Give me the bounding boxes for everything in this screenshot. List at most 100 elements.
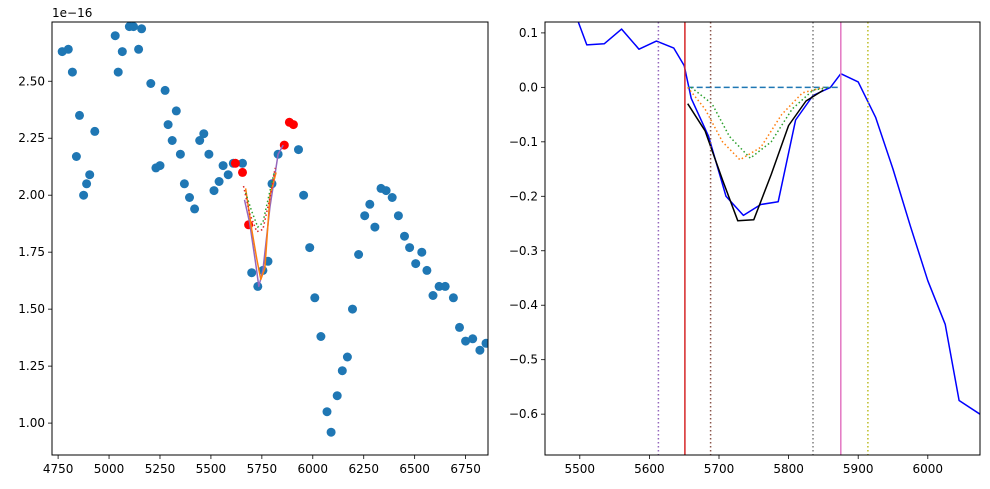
data-point (214, 177, 224, 186)
series-line-4 (690, 86, 831, 159)
data-point (179, 179, 189, 189)
data-point (405, 243, 415, 253)
data-point (190, 204, 200, 214)
data-point (71, 152, 81, 161)
data-point (238, 158, 247, 168)
data-point (134, 44, 144, 54)
x-tick-label: 5500 (196, 462, 227, 476)
x-tick-label: 6500 (399, 462, 430, 476)
data-point (160, 85, 170, 95)
data-point (400, 231, 409, 241)
data-point (167, 136, 177, 145)
x-tick-label: 5000 (94, 462, 125, 476)
data-point (117, 47, 127, 57)
y-tick-label: 0.1 (519, 26, 538, 40)
y-tick-label: 1.75 (18, 245, 45, 259)
y-tick-label: 2.00 (18, 188, 45, 202)
plot-area (577, 22, 980, 455)
data-point (360, 211, 370, 221)
data-point (195, 136, 205, 145)
data-point (428, 291, 438, 300)
data-point (85, 170, 95, 180)
right-line-chart: 5500 5600 5700 5800 5900 6000 0.1 0.0 −0.1 −0.2 −0… (509, 21, 981, 476)
data-point (310, 293, 320, 303)
data-point (381, 186, 391, 196)
y-tick-label: 2.25 (18, 131, 45, 145)
x-tick-label: 5600 (634, 462, 665, 476)
x-tick-label: 5800 (773, 462, 804, 476)
data-point (199, 129, 209, 139)
data-point (175, 149, 185, 159)
data-point (365, 199, 375, 209)
data-point (75, 110, 84, 120)
data-point (63, 44, 73, 54)
data-point (440, 281, 450, 291)
y-offset-label: 1e−16 (52, 6, 92, 20)
red-point (288, 120, 298, 130)
x-tick-label: 6250 (348, 462, 379, 476)
data-point (129, 22, 138, 32)
x-tick-label: 5500 (565, 462, 596, 476)
red-point (238, 167, 247, 177)
data-point (370, 222, 380, 232)
x-tick-label: 6000 (913, 462, 944, 476)
data-point (294, 145, 303, 155)
y-tick-label: 1.25 (18, 359, 45, 373)
data-point (163, 120, 173, 130)
data-point (137, 24, 147, 34)
series-line-0 (577, 22, 980, 415)
x-tick-label: 5700 (704, 462, 735, 476)
data-point (299, 190, 309, 200)
y-tick-label: 0.0 (519, 80, 538, 94)
x-tick-label: 6000 (298, 462, 329, 476)
data-point (354, 250, 364, 259)
data-point (448, 293, 458, 303)
x-tick-label: 5250 (145, 462, 176, 476)
x-tick-label: 4750 (43, 462, 74, 476)
data-point (209, 186, 219, 196)
y-tick-label: 1.50 (18, 302, 45, 316)
data-point (218, 161, 228, 171)
data-point (455, 322, 464, 332)
axes-frame (51, 21, 489, 456)
data-point (82, 179, 92, 189)
data-point (337, 366, 347, 376)
data-point (332, 391, 342, 401)
y-tick-label: 2.50 (18, 74, 45, 88)
data-point (171, 106, 181, 116)
data-point (393, 211, 403, 221)
data-point (461, 336, 471, 346)
data-point (475, 345, 485, 355)
y-tick-label: −0.3 (509, 244, 538, 258)
series-line-3 (687, 86, 824, 161)
data-point (387, 193, 397, 202)
y-tick-label: −0.1 (509, 135, 538, 149)
axes-frame (544, 21, 981, 456)
y-tick-label: −0.2 (509, 189, 538, 203)
y-tick-label: 1.00 (18, 416, 45, 430)
data-point (247, 268, 257, 278)
data-point (422, 265, 432, 275)
y-tick-label: −0.6 (509, 407, 538, 421)
data-point (305, 243, 315, 253)
data-point (113, 67, 123, 77)
red-point (230, 158, 240, 168)
y-tick-label: −0.4 (509, 298, 538, 312)
data-point (322, 407, 332, 417)
data-point (204, 149, 214, 159)
data-point (110, 31, 120, 41)
x-tick-label: 6750 (450, 462, 481, 476)
plot-area (57, 22, 488, 437)
data-point (326, 427, 336, 437)
y-tick-label: −0.5 (509, 353, 538, 367)
data-point (468, 334, 478, 344)
data-point (481, 338, 488, 348)
data-point (155, 161, 165, 171)
data-point (185, 193, 194, 202)
data-point (316, 332, 326, 341)
data-point (67, 67, 77, 77)
x-tick-label: 5750 (247, 462, 278, 476)
left-scatter-chart: 4750 5000 5250 5500 5750 6000 6250 6500 6750 1.00… (18, 6, 489, 476)
data-point (223, 170, 233, 180)
